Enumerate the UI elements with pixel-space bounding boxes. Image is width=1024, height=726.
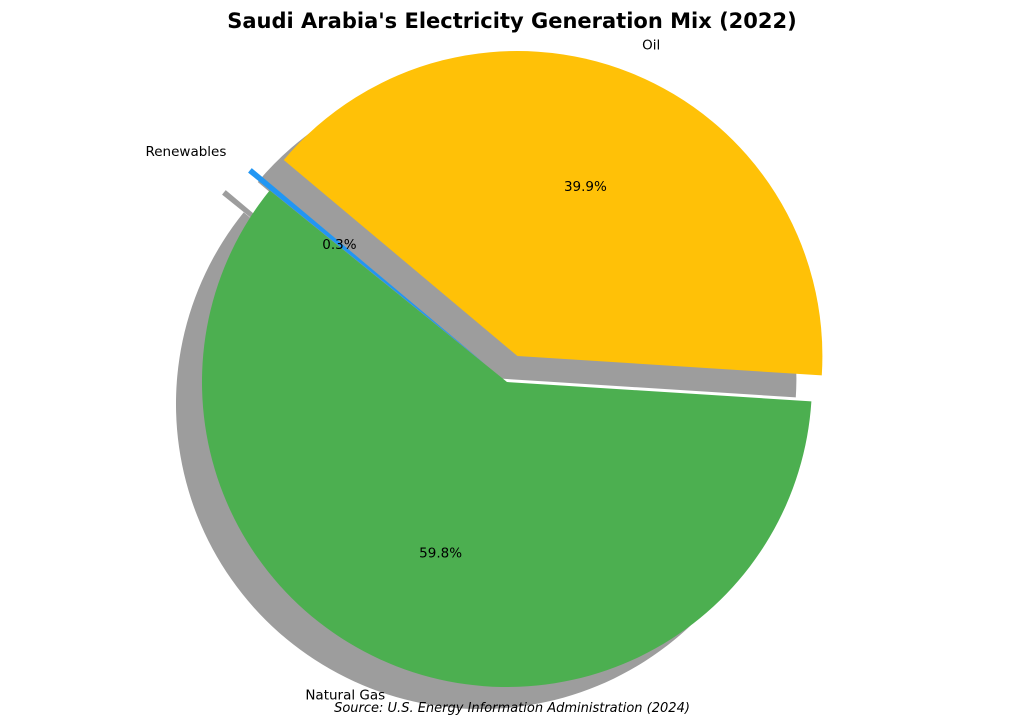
slice-natural-gas [201,190,812,688]
slice-renewables [248,168,486,365]
pct-label-natural-gas: 59.8% [419,546,462,562]
chart-title: Saudi Arabia's Electricity Generation Mi… [227,9,796,33]
pct-label-oil: 39.9% [564,179,607,195]
category-label-renewables: Renewables [145,144,226,160]
pie-slices [201,51,823,688]
category-label-oil: Oil [642,38,660,54]
category-label-natural-gas: Natural Gas [305,688,385,704]
slice-oil [283,51,823,376]
source-note: Source: U.S. Energy Information Administ… [334,701,690,716]
pie-labels: 39.9% Oil 59.8% Natural Gas 0.3% Renewables [145,38,660,704]
pct-label-renewables: 0.3% [322,237,356,253]
